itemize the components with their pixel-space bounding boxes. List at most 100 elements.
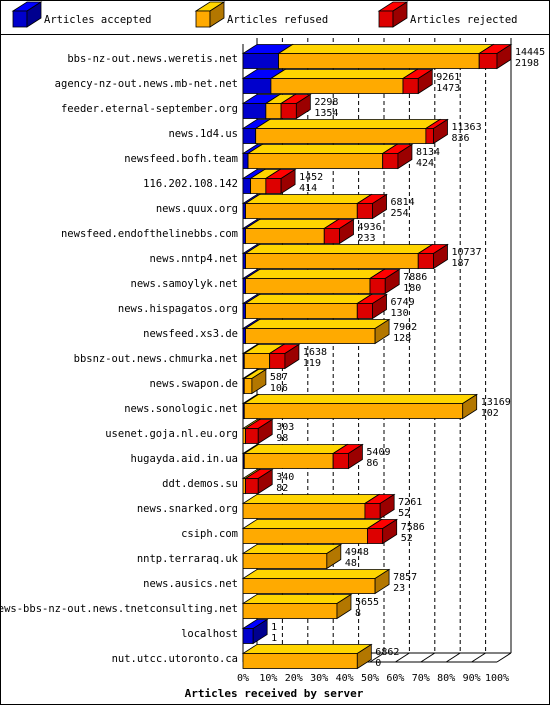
bar-refused-top (242, 444, 349, 454)
bar-rejected-side (257, 418, 273, 445)
value-label-top: 13169 (481, 397, 511, 408)
bar-rejected-side (382, 518, 398, 545)
x-tick-label: 0% (237, 673, 249, 684)
bar-rejected-front (245, 478, 259, 494)
bar-accepted-front (242, 78, 272, 94)
value-label-bottom: 48 (345, 558, 357, 569)
bar-refused-front (247, 153, 384, 169)
bar-rejected-side (496, 43, 512, 70)
bar-row (241, 193, 388, 220)
legend-swatch-rejected-side (392, 1, 408, 28)
server-label: usenet.goja.nl.eu.org (105, 428, 238, 440)
bar-accepted (241, 618, 269, 645)
value-label-bottom: 119 (303, 358, 321, 369)
legend-swatch-accepted-side (26, 1, 42, 28)
bar-refused-top (241, 544, 343, 554)
bar-rejected-front (356, 303, 373, 319)
x-axis-title: Articles received by server (185, 687, 364, 700)
bar-row (241, 618, 269, 645)
bar-refused (246, 143, 399, 170)
bar-row (241, 243, 449, 270)
server-label: feeder.eternal-september.org (61, 103, 238, 115)
bar-rejected-front (265, 178, 282, 194)
bar-refused (244, 243, 434, 270)
value-label-top: 8134 (416, 147, 440, 158)
bar-row (241, 168, 297, 195)
legend-label-accepted: Articles accepted (44, 14, 151, 26)
value-label-bottom: 128 (393, 333, 411, 344)
server-label: nut.utcc.utoronto.ca (112, 653, 238, 665)
legend-swatch-rejected (377, 1, 409, 28)
server-label: bbsnz-out.news.chmurka.net (74, 353, 238, 365)
value-label-top: 7902 (393, 322, 417, 333)
bar-rejected-side (372, 293, 387, 320)
bar-rejected-side (257, 468, 273, 495)
bar-rejected-side (384, 268, 400, 295)
bar-refused-side (326, 543, 342, 570)
server-label: news.nntp4.net (149, 253, 238, 265)
value-label-bottom: 23 (393, 583, 405, 594)
bar-refused-top (244, 219, 340, 229)
bar-row (241, 343, 301, 370)
value-label-top: 587 (270, 372, 288, 383)
bar-row (241, 568, 391, 595)
bar-refused (242, 368, 268, 395)
bar-rejected (401, 68, 434, 95)
bar-refused-side (251, 368, 267, 395)
value-label-top: 303 (276, 422, 294, 433)
bar-refused-front (243, 378, 253, 394)
value-label-top: 4948 (345, 547, 369, 558)
bar-rejected-front (356, 203, 373, 219)
bar-rejected-front (323, 228, 340, 244)
bar-accepted-front (242, 53, 279, 69)
bar-rejected-front (332, 453, 349, 469)
value-label-bottom: 86 (366, 458, 378, 469)
x-tick-label: 40% (336, 673, 354, 684)
value-label-top: 6749 (391, 297, 415, 308)
bar-rejected-side (284, 343, 300, 370)
bar-refused (269, 68, 419, 95)
bar-rejected (368, 268, 401, 295)
bar-refused (244, 268, 386, 295)
value-label-top: 4936 (358, 222, 382, 233)
value-label-top: 6862 (375, 647, 399, 658)
value-label-top: 14445 (515, 47, 545, 58)
value-label-top: 10737 (452, 247, 482, 258)
value-label-top: 7586 (401, 522, 425, 533)
value-label-top: 1 (271, 622, 277, 633)
bar-row (241, 368, 268, 395)
bar-rejected-front (402, 78, 419, 94)
bar-rejected-front (478, 53, 498, 69)
bar-refused-front (242, 528, 368, 544)
x-tick-label: 30% (310, 673, 328, 684)
bar-refused (241, 493, 381, 520)
bar-rejected-side (339, 218, 354, 245)
bar-refused-side (336, 593, 352, 620)
value-label-bottom: 414 (299, 183, 317, 194)
bar-rejected-front (425, 128, 434, 144)
value-label-bottom: 130 (391, 308, 409, 319)
x-tick-label: 60% (386, 673, 404, 684)
bar-refused (244, 293, 373, 320)
value-label-top: 6814 (391, 197, 415, 208)
legend-label-refused: Articles refused (227, 14, 328, 26)
bar-rejected (416, 243, 449, 270)
bar-rejected-front (417, 253, 434, 269)
bar-refused-side (462, 393, 478, 420)
value-label-bottom: 52 (398, 508, 410, 519)
server-label: newsfeed.endofthelinebbs.com (61, 228, 238, 240)
bar-refused-front (242, 553, 328, 569)
bar-rejected-side (417, 68, 433, 95)
bar-refused (241, 593, 353, 620)
value-label-top: 11363 (452, 122, 482, 133)
floor-tick-90 (471, 652, 486, 663)
bar-rejected (424, 118, 449, 145)
value-label-bottom: 254 (391, 208, 409, 219)
bar-accepted-front (242, 103, 267, 119)
value-label-top: 9261 (436, 72, 460, 83)
bar-row (241, 393, 479, 420)
bar-refused (277, 43, 495, 70)
bar-refused (244, 193, 373, 220)
x-tick-label: 20% (285, 673, 303, 684)
value-label-top: 5409 (366, 447, 390, 458)
